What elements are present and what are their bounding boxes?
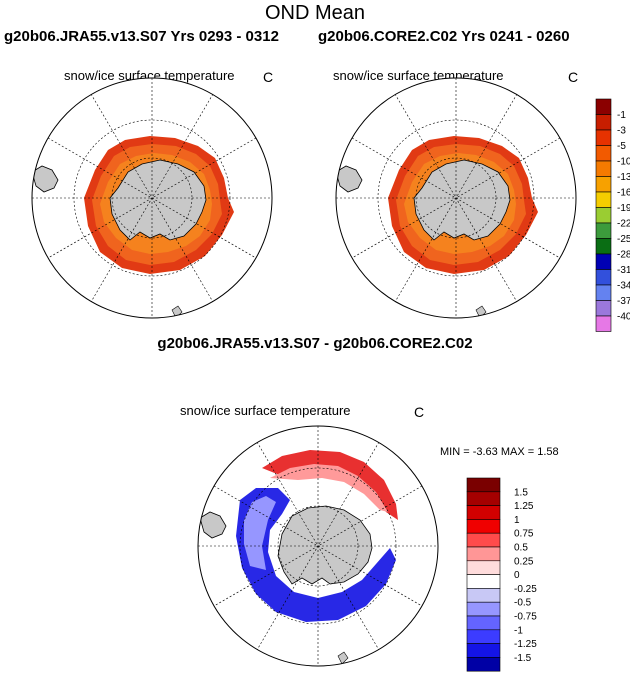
left-map (31, 77, 273, 319)
left-graticule (32, 78, 272, 318)
diff-variable-label: snow/ice surface temperature (180, 403, 351, 418)
diff-colorbar-tick-label: -0.25 (514, 584, 537, 595)
diff-map-border (197, 425, 439, 667)
diff-colorbar-swatch (466, 657, 501, 672)
diff-south-america (199, 511, 227, 539)
right-antarctica (413, 159, 511, 241)
diff-colorbar-swatch (466, 546, 501, 562)
left-case-title: g20b06.JRA55.v13.S07 Yrs 0293 - 0312 (4, 28, 279, 45)
diff-colorbar-tick-label: -0.5 (514, 598, 532, 609)
right-map-border (335, 77, 577, 319)
right-south-america (336, 165, 363, 193)
diff-colorbar-swatch (466, 601, 501, 617)
top-colorbar-tick-label: -40 (617, 312, 630, 323)
top-colorbar-swatch (595, 207, 612, 224)
diff-colorbar-tick-label: 1 (514, 515, 520, 526)
diff-colorbar-swatch (466, 560, 501, 575)
right-case-title: g20b06.CORE2.C02 Yrs 0241 - 0260 (318, 28, 570, 45)
top-colorbar-swatch (595, 315, 612, 332)
right-map (335, 77, 577, 319)
top-colorbar-swatch (595, 176, 612, 193)
top-colorbar-swatch (595, 191, 612, 208)
left-new-zealand (171, 305, 183, 318)
left-unit-label: C (263, 69, 274, 85)
diff-colorbar-tick-label: 1.5 (514, 487, 528, 498)
diff-light-positive (270, 464, 388, 512)
top-colorbar-swatch (595, 253, 612, 270)
top-colorbar-tick-label: -3 (617, 126, 626, 137)
diff-colorbar-tick-label: 0 (514, 570, 520, 581)
diff-colorbar-tick-label: 0.5 (514, 543, 528, 554)
diff-colorbar-swatch (466, 574, 501, 589)
diff-colorbar-swatch (466, 491, 501, 506)
top-colorbar-tick-label: -22 (617, 219, 630, 230)
diff-colorbar-tick-label: -1 (514, 625, 523, 636)
diff-colorbar-tick-label: -1.25 (514, 639, 537, 650)
top-colorbar-swatch (595, 222, 612, 239)
diff-colorbar-tick-label: -0.75 (514, 612, 537, 623)
top-colorbar-tick-label: -10 (617, 157, 630, 168)
diff-colorbar-tick-label: -1.5 (514, 653, 532, 664)
right-graticule (336, 78, 576, 318)
diff-map (197, 425, 439, 667)
top-colorbar-swatch (595, 238, 612, 255)
left-south-america (32, 165, 59, 193)
top-colorbar-swatch (595, 160, 612, 177)
top-colorbar-tick-label: -16 (617, 188, 630, 199)
top-colorbar-swatch (595, 129, 612, 146)
diff-new-zealand (337, 651, 349, 665)
left-antarctica (109, 159, 207, 241)
top-colorbar: -1 -3 -5 -10 -13 -16 -19 -22 -25 -28 -31 -34 -37 -40 (595, 98, 630, 332)
top-colorbar-swatch (595, 269, 612, 286)
top-colorbar-tick-label: -25 (617, 234, 630, 245)
top-colorbar-tick-label: -34 (617, 281, 630, 292)
diff-colorbar-swatch (466, 477, 501, 493)
left-variable-label: snow/ice surface temperature (64, 68, 235, 83)
diff-colorbar-tick-label: 1.25 (514, 501, 534, 512)
top-colorbar-swatch (595, 284, 612, 301)
diff-colorbar-swatch (466, 519, 501, 534)
diff-title: g20b06.JRA55.v13.S07 - g20b06.CORE2.C02 (157, 335, 473, 352)
diff-colorbar-swatch (466, 588, 501, 603)
diff-colorbar-tick-label: 0.25 (514, 556, 534, 567)
left-map-border (31, 77, 273, 319)
right-unit-label: C (568, 69, 579, 85)
diff-colorbar-swatch (466, 629, 501, 644)
diff-graticule (198, 426, 438, 666)
top-colorbar-tick-label: -28 (617, 250, 630, 261)
top-colorbar-swatch (595, 300, 612, 317)
diff-light-negative (244, 496, 276, 570)
diff-negative-region (236, 488, 396, 622)
top-colorbar-tick-label: -13 (617, 172, 630, 183)
diff-colorbar-tick-label: 0.75 (514, 529, 534, 540)
top-colorbar-tick-label: -5 (617, 141, 626, 152)
page-title: OND Mean (264, 2, 366, 24)
diff-unit-label: C (414, 404, 425, 420)
diff-colorbar-swatch (466, 643, 501, 658)
top-colorbar-tick-label: -37 (617, 296, 630, 307)
diff-colorbar-swatch (466, 505, 501, 520)
top-colorbar-tick-label: -1 (617, 110, 626, 121)
diff-colorbar-swatch (466, 532, 501, 548)
min-max-label: MIN = -3.63 MAX = 1.58 (440, 446, 559, 458)
diff-antarctica (277, 505, 373, 585)
top-colorbar-swatch (595, 98, 612, 115)
top-colorbar-swatch (595, 145, 612, 162)
right-new-zealand (475, 305, 487, 318)
top-colorbar-tick-label: -19 (617, 203, 630, 214)
diff-colorbar-swatch (466, 615, 501, 631)
diff-colorbar: 1.5 1.25 1 0.75 0.5 0.25 0 -0.25 -0.5 -0.75 -1 -1.2… (466, 477, 537, 672)
top-colorbar-tick-label: -31 (617, 265, 630, 276)
top-colorbar-swatch (595, 114, 612, 131)
